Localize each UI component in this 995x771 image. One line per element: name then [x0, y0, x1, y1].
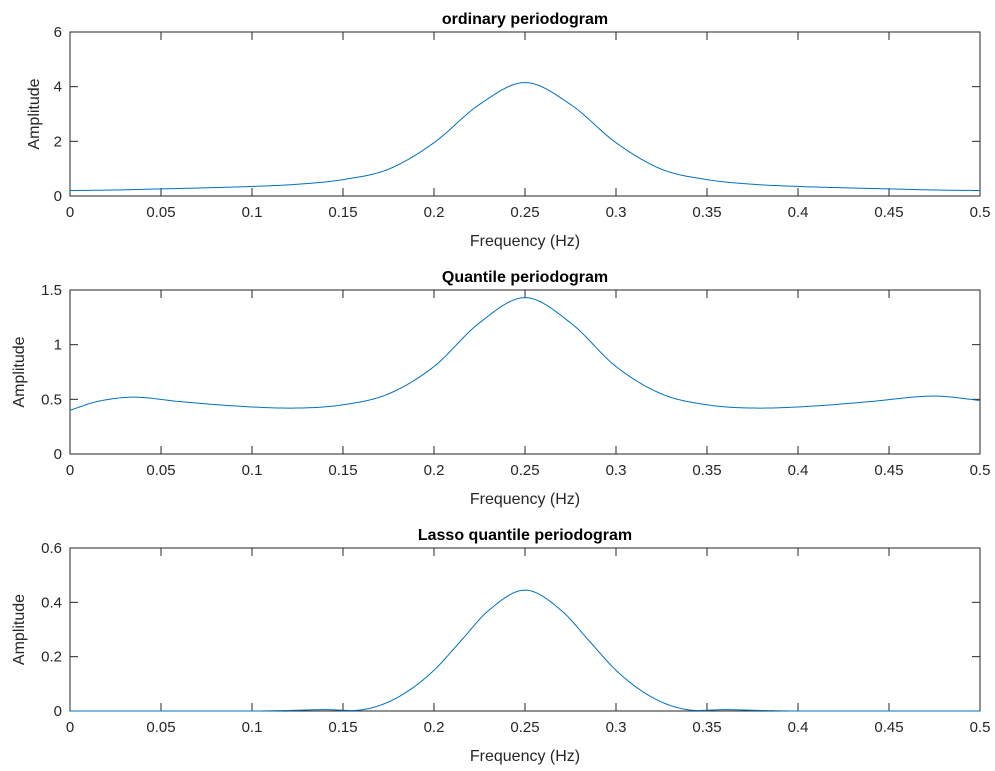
x-tick-label: 0.05	[146, 462, 175, 479]
y-axis-label: Amplitude	[11, 336, 28, 407]
x-tick-label: 0.2	[424, 719, 445, 736]
x-tick-label: 0.05	[146, 204, 175, 221]
y-tick-label: 0.5	[41, 391, 62, 408]
plot-area	[69, 547, 981, 712]
plot-area	[69, 289, 981, 455]
x-tick-label: 0.35	[692, 462, 721, 479]
y-tick-label: 4	[54, 79, 62, 96]
x-tick-label: 0.1	[242, 204, 263, 221]
x-tick-label: 0.3	[606, 204, 627, 221]
x-tick-label: 0.45	[874, 719, 903, 736]
x-axis-label: Frequency (Hz)	[470, 748, 580, 765]
y-tick-label: 0	[54, 703, 62, 720]
x-tick-label: 0.5	[970, 719, 991, 736]
y-tick-label: 0.6	[41, 540, 62, 557]
x-tick-label: 0.25	[510, 204, 539, 221]
y-tick-label: 1	[54, 337, 62, 354]
x-tick-label: 0.25	[510, 462, 539, 479]
x-tick-label: 0	[66, 462, 74, 479]
series-line	[70, 589, 980, 712]
chart-panel-1: 0 0.05 0.1 0.15 0.2 0.25 0.3 0.35 0.4 0.45 0.5 0 2 4 6…	[26, 11, 990, 250]
x-tick-label: 0	[66, 204, 74, 221]
chart-panel-2: 0 0.05 0.1 0.15 0.2 0.25 0.3 0.35 0.4 0.45 0.5 0 0.5…	[11, 269, 990, 508]
chart-title: Quantile periodogram	[442, 269, 608, 286]
y-tick-label: 2	[54, 133, 62, 150]
x-tick-label: 0.15	[328, 462, 357, 479]
x-tick-label: 0.15	[328, 719, 357, 736]
x-tick-label: 0.3	[606, 719, 627, 736]
x-tick-label: 0.5	[970, 204, 991, 221]
chart-title: ordinary periodogram	[442, 11, 608, 28]
x-tick-label: 0.4	[788, 719, 809, 736]
x-tick-label: 0.1	[242, 462, 263, 479]
x-tick-label: 0.1	[242, 719, 263, 736]
x-tick-label: 0.5	[970, 462, 991, 479]
y-tick-label: 0	[54, 446, 62, 463]
x-tick-label: 0.3	[606, 462, 627, 479]
chart-panel-3: 0 0.05 0.1 0.15 0.2 0.25 0.3 0.35 0.4 0.45 0.5 0 0.2…	[11, 527, 990, 765]
y-tick-label: 0	[54, 188, 62, 205]
y-axis-label: Amplitude	[11, 594, 28, 665]
x-tick-label: 0.05	[146, 719, 175, 736]
x-tick-label: 0.4	[788, 204, 809, 221]
series-line	[69, 82, 981, 192]
x-tick-label: 0.35	[692, 719, 721, 736]
y-tick-label: 0.4	[41, 594, 62, 611]
series-line	[69, 297, 981, 411]
x-axis-label: Frequency (Hz)	[470, 491, 580, 508]
y-tick-label: 1.5	[41, 282, 62, 299]
y-axis-label: Amplitude	[26, 78, 43, 149]
x-tick-label: 0.25	[510, 719, 539, 736]
x-tick-label: 0.45	[874, 204, 903, 221]
plot-area	[69, 31, 981, 197]
x-tick-label: 0.45	[874, 462, 903, 479]
x-tick-label: 0.4	[788, 462, 809, 479]
chart-title: Lasso quantile periodogram	[418, 527, 632, 544]
x-axis-label: Frequency (Hz)	[470, 233, 580, 250]
y-tick-label: 6	[54, 24, 62, 41]
x-tick-label: 0.35	[692, 204, 721, 221]
y-tick-label: 0.2	[41, 649, 62, 666]
x-tick-label: 0	[66, 719, 74, 736]
x-tick-label: 0.2	[424, 204, 445, 221]
x-tick-label: 0.15	[328, 204, 357, 221]
x-tick-label: 0.2	[424, 462, 445, 479]
